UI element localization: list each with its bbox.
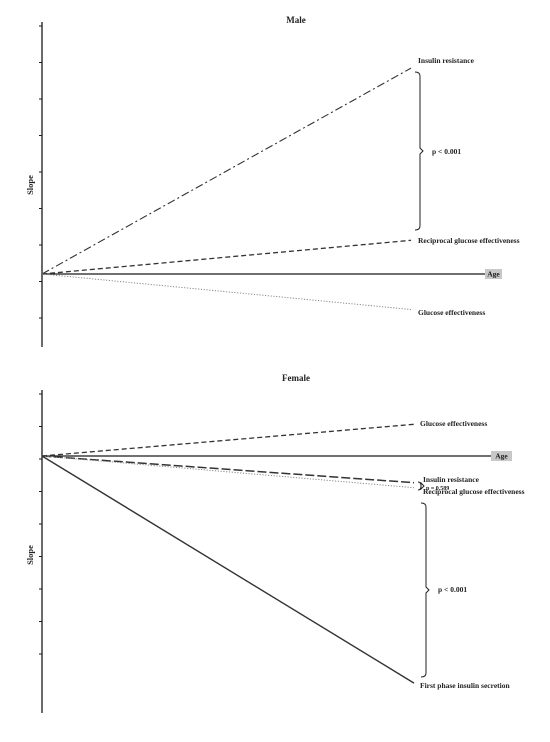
significance-bracket: [414, 71, 424, 231]
series-label: Glucose effectiveness: [418, 308, 485, 317]
x-axis-label: Age: [487, 270, 500, 279]
x-axis-label: Age: [495, 452, 508, 461]
chart-panel-1: Male Slope Age Insulin resistance Reciprocal…: [25, 15, 520, 347]
series-line-2: [41, 455, 415, 484]
series-line-4: [41, 455, 415, 684]
y-axis-label: Slope: [25, 175, 35, 195]
series-line-1: [41, 423, 415, 457]
series-line-3: [41, 273, 412, 310]
x-axis-label-box: [491, 451, 512, 461]
x-axis-label-box: [485, 269, 502, 279]
series-label: Reciprocal glucose effectiveness: [423, 487, 525, 496]
series-label: Glucose effectiveness: [420, 419, 487, 428]
significance-bracket: [417, 481, 425, 491]
series-label: First phase insulin secretion: [420, 681, 510, 690]
series-label: Insulin resistance: [418, 56, 475, 65]
significance-annotation: p < 0.001: [438, 585, 467, 594]
series-line-2: [41, 239, 412, 275]
series-line-1: [41, 67, 412, 275]
series-line-3: [41, 455, 415, 489]
significance-annotation: p < 0.001: [432, 147, 461, 156]
y-axis-label: Slope: [25, 545, 35, 565]
chart-title: Male: [286, 15, 306, 25]
series-label: Reciprocal glucose effectiveness: [418, 236, 520, 245]
significance-annotation: p = 0.589: [426, 486, 449, 492]
chart-panel-2: Female Slope Age Glucose effectiveness Insul…: [25, 373, 525, 713]
chart-title: Female: [282, 373, 310, 383]
significance-bracket: [420, 502, 430, 678]
series-label: Insulin resistance: [423, 475, 480, 484]
